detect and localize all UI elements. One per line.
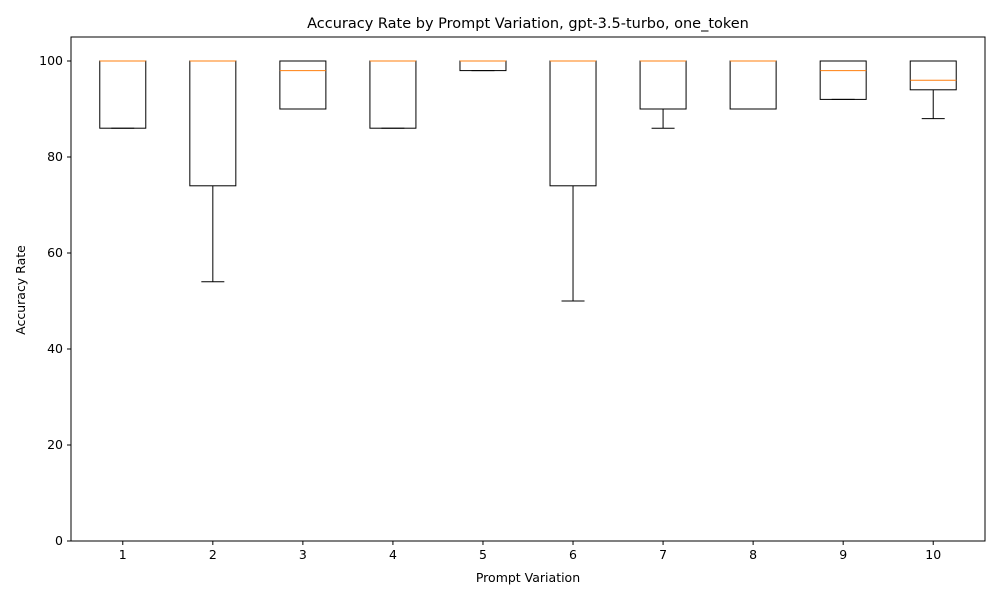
box-body (549, 60, 597, 187)
x-axis-label: Prompt Variation (476, 570, 580, 585)
box-body (189, 60, 237, 187)
box-body (99, 60, 147, 129)
plot-area: 0 20 40 60 80 100 1 2 3 4 5 6 7 8 9 10 (39, 36, 986, 562)
box-body (909, 60, 957, 91)
x-tick-label: 7 (659, 547, 667, 562)
box-body (819, 60, 867, 100)
box-body (729, 60, 777, 110)
y-tick-label: 40 (47, 341, 63, 356)
y-tick-label: 60 (47, 245, 63, 260)
y-tick-label: 80 (47, 149, 63, 164)
x-tick-label: 2 (209, 547, 217, 562)
box-body (459, 60, 507, 72)
box-body (639, 60, 687, 110)
x-tick-label: 8 (749, 547, 757, 562)
x-tick-label: 3 (299, 547, 307, 562)
chart-title: Accuracy Rate by Prompt Variation, gpt-3… (307, 16, 749, 32)
x-tick-label: 10 (925, 547, 941, 562)
y-tick-label: 100 (39, 53, 63, 68)
x-tick-label: 4 (389, 547, 397, 562)
y-tick-label: 20 (47, 437, 63, 452)
x-tick-label: 9 (839, 547, 847, 562)
x-tick-label: 1 (119, 547, 127, 562)
x-tick-label: 5 (479, 547, 487, 562)
y-axis-label: Accuracy Rate (13, 245, 28, 335)
x-tick-label: 6 (569, 547, 577, 562)
y-tick-label: 0 (55, 533, 63, 548)
box-body (369, 60, 417, 129)
box-body (279, 60, 327, 110)
plot-frame (70, 36, 986, 542)
